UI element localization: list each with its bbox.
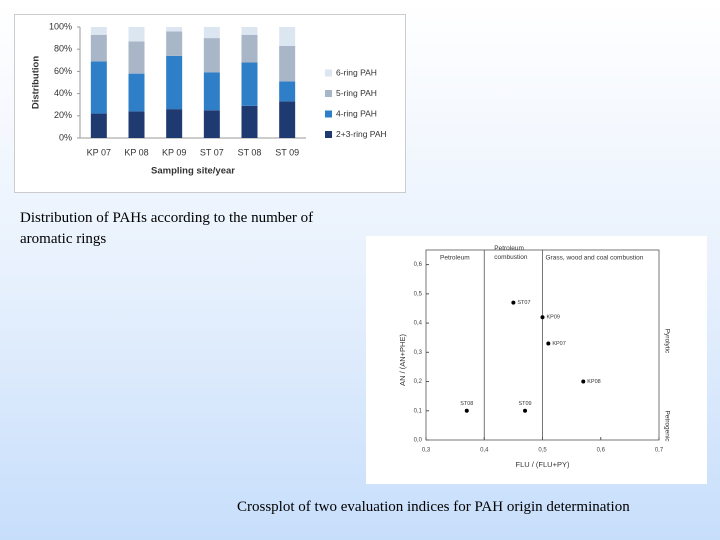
y-tick-label: 0,0 [414,438,423,444]
legend-label: 2+3-ring PAH [336,129,387,139]
bar-segment [279,81,296,102]
bar-segment [241,105,258,138]
point-label: KP09 [547,315,560,321]
y-tick-label: 0,2 [414,379,423,385]
y-axis-label: AN / (AN+PHE) [398,334,407,386]
x-tick-label: ST 07 [200,147,224,157]
bar-segment [241,34,258,63]
y-tick-label: 60% [54,66,72,76]
x-axis-label: FLU / (FLU+PY) [516,460,570,469]
x-tick-label: KP 08 [124,147,148,157]
x-tick-label: KP 07 [87,147,111,157]
bar-segment [128,27,145,42]
region-label: Petroleum [440,255,470,262]
x-tick-label: ST 09 [275,147,299,157]
y-tick-label: 20% [54,110,72,120]
bar-segment [166,31,183,56]
bar-segment [90,34,107,62]
y-tick-label: 0,5 [414,291,423,297]
y-tick-label: 0,4 [414,321,423,327]
legend-swatch [325,90,332,97]
x-tick-label: 0,3 [422,448,431,454]
point [523,408,528,413]
bar-segment [241,62,258,106]
bar-segment [90,113,107,138]
bar-segment [128,111,145,138]
point [511,300,516,305]
bar-segment [279,27,296,46]
point [581,379,586,384]
y-tick-label: 0,3 [414,350,423,356]
caption: Crossplot of two evaluation indices for … [237,499,630,515]
side-label: Pyrolytic [663,329,670,354]
legend-swatch [325,110,332,118]
legend-label: 5-ring PAH [336,88,377,98]
chart-frame [366,236,707,484]
caption: Distribution of PAHs according to the nu… [20,210,314,247]
bar-segment [279,101,296,138]
bar-segment [279,45,296,82]
x-tick-label: 0,6 [597,448,606,454]
region-label: Grass, wood and coal combustion [546,255,644,262]
point-label: ST09 [518,401,531,407]
point [540,315,545,320]
y-axis-label: Distribution [31,56,42,109]
point-label: KP08 [587,379,600,385]
bar-segment [128,41,145,74]
legend-label: 4-ring PAH [336,108,377,118]
bar-segment [241,27,258,35]
bar-segment [203,27,220,39]
bar-segment [166,55,183,110]
point-label: ST07 [517,300,530,306]
x-tick-label: KP 09 [162,147,186,157]
legend-swatch [325,69,332,77]
point [546,341,551,346]
y-tick-label: 0,1 [414,408,423,414]
y-tick-label: 0% [59,132,72,142]
x-tick-label: 0,4 [480,448,489,454]
point-label: ST08 [460,401,473,407]
legend-label: 6-ring PAH [336,67,377,77]
bar-segment [203,38,220,73]
point-label: KP07 [552,341,565,347]
bar-segment [203,72,220,111]
bar-segment [90,27,107,35]
bar-segment [128,73,145,112]
x-tick-label: 0,7 [655,448,664,454]
bar-segment [90,61,107,114]
x-axis-label: Sampling site/year [151,166,235,177]
scatter-chart: 0,0 0,1 0,2 0,3 0,4 0,5 0,6 0,3 0,4 0,5 0,6 0,7 Petr… [366,236,707,484]
x-tick-label: ST 08 [238,147,262,157]
y-tick-label: 100% [49,21,72,31]
bar-segment [166,27,183,32]
legend-swatch [325,131,332,138]
side-label: Petrogenic [663,410,670,442]
y-tick-label: 40% [54,88,72,98]
y-tick-label: 80% [54,44,72,54]
y-tick-label: 0,6 [414,262,423,268]
region-label: Petroleum combustion [494,245,528,261]
bar-chart: 0% 20% 40% 60% 80% 100% KP 07 KP 08 KP 09 ST 07 ST… [14,14,406,193]
x-tick-label: 0,5 [538,448,547,454]
point [464,408,469,413]
bar-segment [203,110,220,138]
bar-segment [166,109,183,138]
